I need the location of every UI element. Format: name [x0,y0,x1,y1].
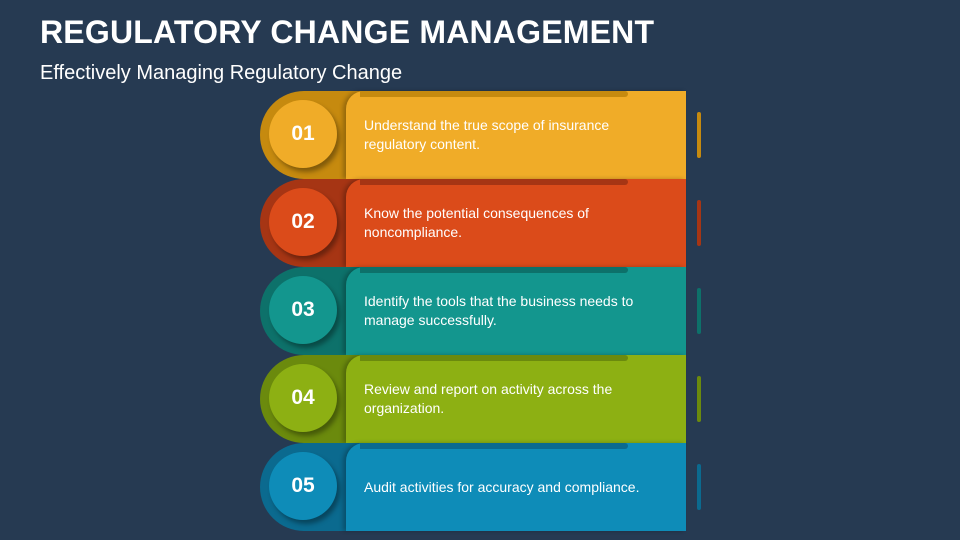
step-number-badge: 05 [269,452,337,520]
step-description: Know the potential consequences of nonco… [364,205,589,240]
step-description: Understand the true scope of insurance r… [364,117,610,152]
step-number: 02 [291,210,315,233]
band-top-strip [360,91,628,97]
side-marker [697,288,701,334]
step-description: Audit activities for accuracy and compli… [364,478,640,495]
step-number: 03 [291,298,315,321]
step-description: Identify the tools that the business nee… [364,293,634,328]
band-body [346,443,686,531]
step-text: Review and report on activity across the… [364,355,664,443]
side-marker [697,112,701,158]
band-top-strip [360,443,628,449]
band-top-strip [360,179,628,185]
band-body [346,355,686,443]
step-number-badge: 04 [269,364,337,432]
step-text: Know the potential consequences of nonco… [364,179,664,267]
side-marker [697,464,701,510]
step-text: Identify the tools that the business nee… [364,267,664,355]
step-number-badge: 01 [269,100,337,168]
band-top-strip [360,355,628,361]
side-marker [697,200,701,246]
step-number: 04 [291,386,315,409]
band-top-strip [360,267,628,273]
step-02: 02 Know the potential consequences of non… [260,179,701,267]
step-number-badge: 03 [269,276,337,344]
step-number: 01 [291,122,315,145]
band-body [346,91,686,179]
slide-subtitle: Effectively Managing Regulatory Change [40,62,403,84]
band-body [346,179,686,267]
step-text: Understand the true scope of insurance r… [364,91,664,179]
side-marker [697,376,701,422]
step-04: 04 Review and report on activity across t… [260,355,701,443]
step-01: 01 Understand the true scope of insurance… [260,91,701,179]
step-number: 05 [291,474,315,497]
slide-title: REGULATORY CHANGE MANAGEMENT [40,14,655,50]
step-03: 03 Identify the tools that the business n… [260,267,701,355]
band-body [346,267,686,355]
step-number-badge: 02 [269,188,337,256]
step-text: Audit activities for accuracy and compli… [364,443,664,531]
step-description: Review and report on activity across the… [364,381,613,416]
step-05: 05 Audit activities for accuracy and comp… [260,443,701,531]
